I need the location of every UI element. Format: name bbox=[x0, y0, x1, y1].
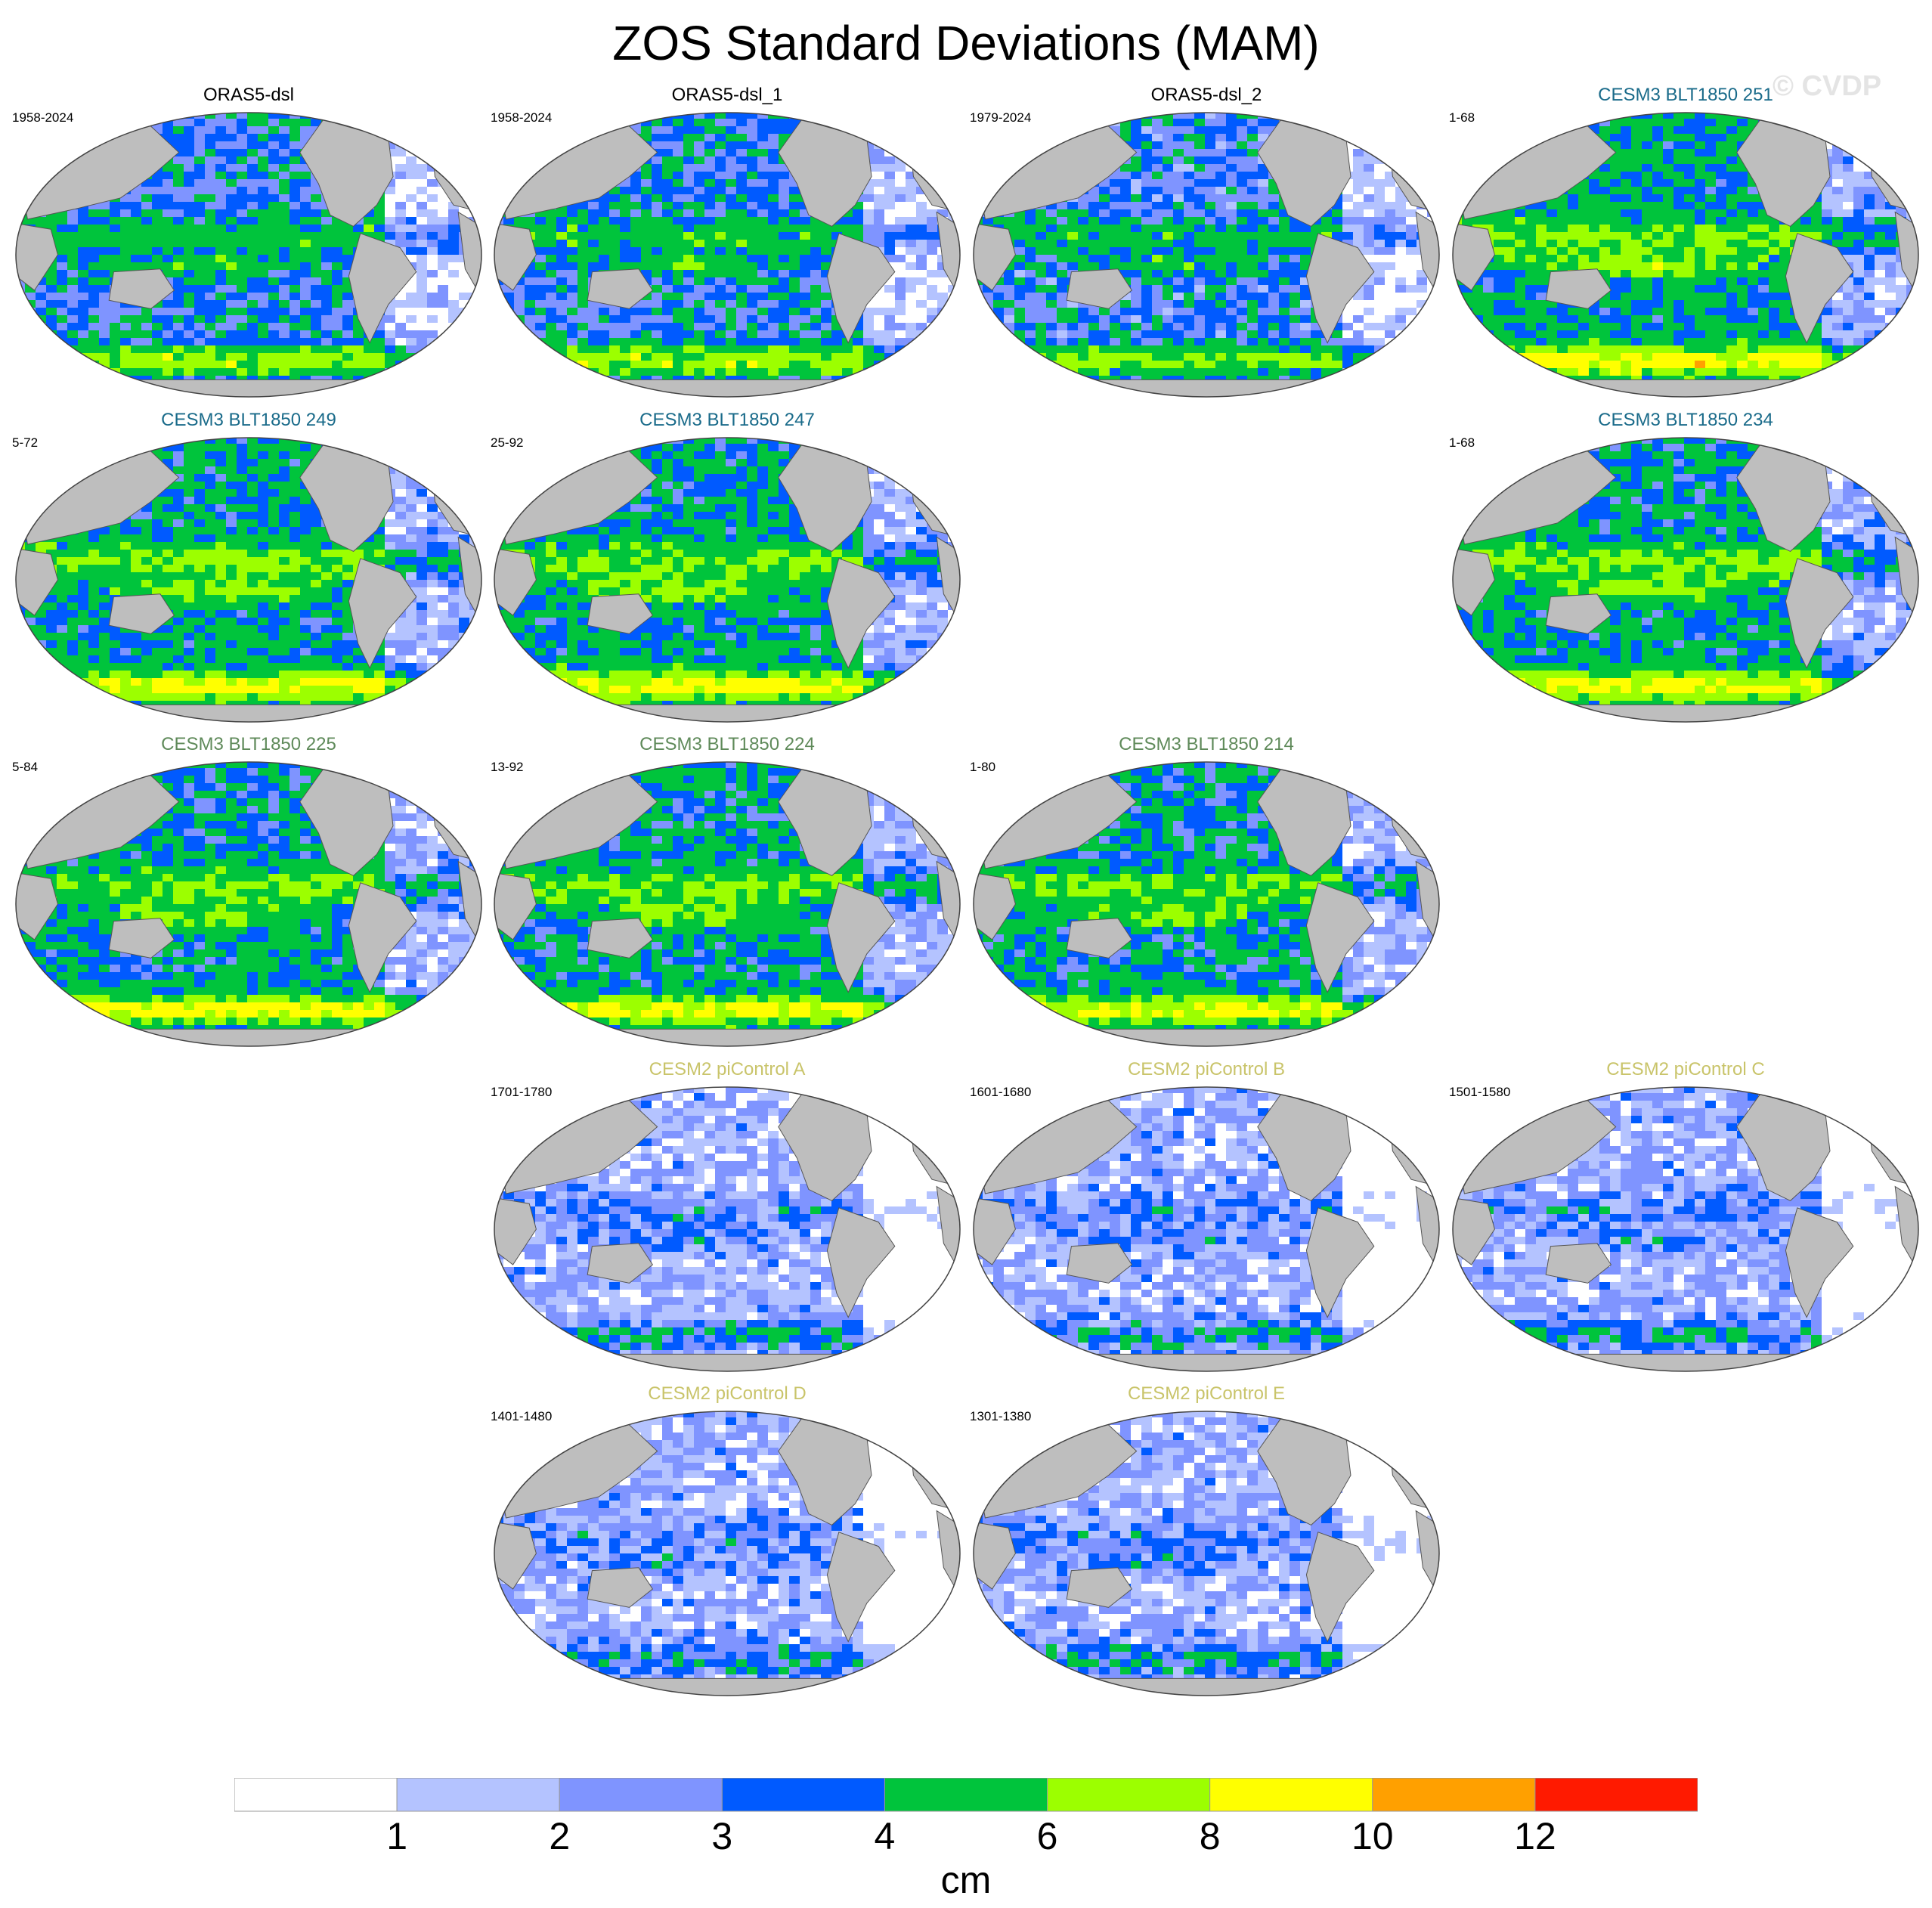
colorbar-tick-label: 4 bbox=[847, 1814, 922, 1858]
world-map bbox=[494, 112, 961, 398]
panel-title: CESM2 piControl C bbox=[1447, 1059, 1924, 1080]
colorbar-segment bbox=[234, 1778, 398, 1812]
map-panel: CESM3 BLT1850 251 1-68 bbox=[1447, 85, 1924, 398]
colorbar-segment bbox=[1209, 1778, 1373, 1812]
panel-title: CESM2 piControl D bbox=[489, 1383, 965, 1405]
map-panel: ORAS5-dsl_2 1979-2024 bbox=[968, 85, 1444, 398]
world-map bbox=[973, 761, 1440, 1047]
map-panel: CESM2 piControl E 1301-1380 bbox=[968, 1383, 1444, 1696]
panel-years: 1-68 bbox=[1449, 110, 1475, 125]
panel-years: 1401-1480 bbox=[491, 1409, 552, 1424]
colorbar-tick-label: 12 bbox=[1497, 1814, 1573, 1858]
panel-years: 5-72 bbox=[12, 435, 38, 451]
world-map bbox=[1452, 437, 1919, 723]
page-title: ZOS Standard Deviations (MAM) bbox=[0, 15, 1932, 71]
colorbar-segment bbox=[396, 1778, 560, 1812]
world-map bbox=[15, 112, 482, 398]
colorbar-tick-label: 1 bbox=[359, 1814, 435, 1858]
colorbar-segment bbox=[721, 1778, 885, 1812]
world-map bbox=[494, 1411, 961, 1696]
map-panel: CESM3 BLT1850 214 1-80 bbox=[968, 734, 1444, 1047]
panel-title: CESM3 BLT1850 214 bbox=[968, 734, 1444, 755]
panel-title: CESM3 BLT1850 224 bbox=[489, 734, 965, 755]
world-map bbox=[973, 1411, 1440, 1696]
colorbar-segment bbox=[559, 1778, 723, 1812]
panel-title: ORAS5-dsl bbox=[11, 85, 487, 106]
panel-years: 1-80 bbox=[970, 760, 995, 775]
map-panel: CESM3 BLT1850 225 5-84 bbox=[11, 734, 487, 1047]
map-panel: CESM2 piControl D 1401-1480 bbox=[489, 1383, 965, 1696]
watermark: © CVDP bbox=[1773, 70, 1881, 103]
panel-years: 1301-1380 bbox=[970, 1409, 1031, 1424]
world-map bbox=[494, 761, 961, 1047]
world-map bbox=[1452, 112, 1919, 398]
panel-title: CESM3 BLT1850 234 bbox=[1447, 410, 1924, 431]
panel-title: CESM2 piControl B bbox=[968, 1059, 1444, 1080]
panel-years: 1-68 bbox=[1449, 435, 1475, 451]
map-panel: CESM3 BLT1850 234 1-68 bbox=[1447, 410, 1924, 723]
map-panel: ORAS5-dsl 1958-2024 bbox=[11, 85, 487, 398]
colorbar-unit-label: cm bbox=[0, 1858, 1932, 1902]
world-map bbox=[1452, 1086, 1919, 1372]
panel-years: 5-84 bbox=[12, 760, 38, 775]
map-panel: CESM2 piControl C 1501-1580 bbox=[1447, 1059, 1924, 1372]
panel-title: CESM3 BLT1850 249 bbox=[11, 410, 487, 431]
map-panel: CESM3 BLT1850 224 13-92 bbox=[489, 734, 965, 1047]
panel-years: 1958-2024 bbox=[491, 110, 552, 125]
colorbar-tick-label: 6 bbox=[1010, 1814, 1085, 1858]
panel-years: 1958-2024 bbox=[12, 110, 73, 125]
map-panel: CESM3 BLT1850 249 5-72 bbox=[11, 410, 487, 723]
map-panel: ORAS5-dsl_1 1958-2024 bbox=[489, 85, 965, 398]
world-map bbox=[494, 437, 961, 723]
colorbar-segment bbox=[884, 1778, 1048, 1812]
panel-title: CESM2 piControl E bbox=[968, 1383, 1444, 1405]
panel-title: CESM2 piControl A bbox=[489, 1059, 965, 1080]
map-panel: CESM3 BLT1850 247 25-92 bbox=[489, 410, 965, 723]
world-map bbox=[15, 761, 482, 1047]
colorbar-segment bbox=[1534, 1778, 1698, 1812]
world-map bbox=[494, 1086, 961, 1372]
colorbar bbox=[234, 1778, 1698, 1812]
colorbar-segment bbox=[1047, 1778, 1211, 1812]
panel-title: CESM3 BLT1850 225 bbox=[11, 734, 487, 755]
world-map bbox=[15, 437, 482, 723]
colorbar-tick-labels: 1 2 3 4 6 8 10 12 bbox=[0, 1814, 1932, 1860]
colorbar-tick-label: 3 bbox=[684, 1814, 760, 1858]
panel-years: 1701-1780 bbox=[491, 1085, 552, 1100]
colorbar-tick-label: 8 bbox=[1172, 1814, 1248, 1858]
panel-years: 1979-2024 bbox=[970, 110, 1031, 125]
panel-title: ORAS5-dsl_2 bbox=[968, 85, 1444, 106]
panel-years: 1501-1580 bbox=[1449, 1085, 1510, 1100]
map-panel: CESM2 piControl B 1601-1680 bbox=[968, 1059, 1444, 1372]
colorbar-tick-label: 10 bbox=[1335, 1814, 1410, 1858]
world-map bbox=[973, 112, 1440, 398]
map-panel: CESM2 piControl A 1701-1780 bbox=[489, 1059, 965, 1372]
colorbar-segment bbox=[1372, 1778, 1536, 1812]
panel-title: ORAS5-dsl_1 bbox=[489, 85, 965, 106]
panel-title: CESM3 BLT1850 247 bbox=[489, 410, 965, 431]
panel-years: 25-92 bbox=[491, 435, 523, 451]
panel-years: 1601-1680 bbox=[970, 1085, 1031, 1100]
panel-years: 13-92 bbox=[491, 760, 523, 775]
panel-title: CESM3 BLT1850 251 bbox=[1447, 85, 1924, 106]
colorbar-tick-label: 2 bbox=[522, 1814, 597, 1858]
world-map bbox=[973, 1086, 1440, 1372]
